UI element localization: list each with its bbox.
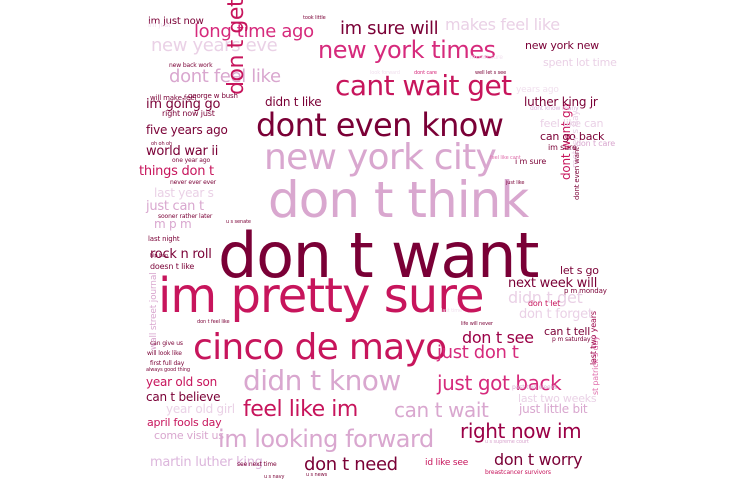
- cloud-word: don t feel like: [197, 319, 230, 325]
- cloud-word: come visit us: [154, 429, 224, 442]
- cloud-word: cinco de mayo: [193, 327, 447, 368]
- cloud-word: doesn t like: [150, 262, 195, 271]
- cloud-word: will look like: [147, 350, 182, 357]
- cloud-word: just can t: [146, 199, 204, 214]
- cloud-word: took little: [303, 15, 326, 21]
- cloud-word: one year ago: [172, 157, 211, 164]
- cloud-word: im not sure: [470, 54, 503, 61]
- cloud-word: breastcancer survivors: [485, 469, 551, 476]
- cloud-word: five years ago: [146, 123, 228, 137]
- cloud-word: don t want: [218, 219, 539, 292]
- cloud-word: didn t like: [265, 95, 322, 109]
- cloud-word: see next time: [237, 461, 277, 468]
- cloud-word: dont feel like: [169, 66, 281, 87]
- cloud-word: last two years: [589, 311, 598, 365]
- cloud-word: don t see: [462, 328, 534, 347]
- cloud-word: new years eve: [151, 35, 278, 56]
- cloud-word: world war ii: [146, 144, 219, 159]
- cloud-word: first full day: [150, 360, 185, 367]
- cloud-word: feel like cant: [490, 155, 521, 161]
- cloud-word: don t let: [528, 299, 561, 308]
- cloud-word: martin luther king: [150, 455, 263, 470]
- cloud-word: george w bush: [188, 92, 238, 100]
- cloud-word: last time: [441, 308, 463, 314]
- cloud-word: next week will: [508, 276, 598, 291]
- cloud-word: im just now: [148, 16, 204, 27]
- cloud-word: never ever ever: [170, 179, 217, 186]
- cloud-word: im pretty sure: [158, 268, 485, 324]
- cloud-word: u s senate: [226, 219, 251, 225]
- cloud-word: just got back: [437, 371, 562, 395]
- cloud-word: can go back: [540, 130, 605, 143]
- cloud-word: new york times: [318, 36, 496, 64]
- cloud-word: year old son: [146, 375, 218, 389]
- cloud-word: new york new: [525, 39, 599, 52]
- cloud-word: life will never: [461, 321, 493, 327]
- cloud-word: u s supreme court: [485, 439, 529, 445]
- cloud-word: long time ago: [194, 21, 314, 42]
- cloud-word: im looking forward: [218, 425, 434, 453]
- cloud-word: past two weeks: [512, 384, 557, 391]
- cloud-word: im just: [148, 21, 171, 29]
- cloud-word: didn t get: [508, 288, 583, 307]
- cloud-word: year old girl: [166, 402, 235, 416]
- cloud-word: april fools day: [147, 416, 222, 429]
- cloud-word: things don t: [139, 164, 214, 179]
- cloud-word: let s go: [560, 264, 599, 277]
- cloud-word: will make feel: [150, 94, 197, 102]
- cloud-word: just little bit: [519, 402, 588, 416]
- cloud-word: years ago: [516, 85, 559, 95]
- cloud-word: just like: [506, 180, 525, 186]
- cloud-word: new york city: [264, 137, 497, 178]
- cloud-word: u s navy: [264, 474, 285, 480]
- cloud-word: sooner rather later: [158, 213, 213, 220]
- cloud-word: spent lot time: [543, 56, 617, 69]
- cloud-word: makes feel like: [445, 15, 560, 34]
- cloud-word: m p m: [154, 217, 192, 231]
- cloud-word: can t believe: [146, 390, 221, 404]
- cloud-word: don t think: [268, 171, 529, 229]
- cloud-word: don t worry: [494, 450, 583, 469]
- cloud-word: well let s see: [475, 70, 507, 76]
- cloud-word: im going go: [146, 97, 221, 112]
- cloud-word: last year s: [154, 186, 214, 200]
- cloud-word: dont care: [414, 70, 437, 76]
- cloud-word: right now just: [162, 109, 215, 118]
- cloud-word: can t tell: [544, 325, 591, 338]
- cloud-word: just don t: [437, 342, 519, 363]
- cloud-word: look forward: [370, 70, 400, 76]
- cloud-word: feel like can: [540, 117, 604, 130]
- cloud-word: oh oh oh: [151, 141, 173, 147]
- cloud-word: always good thing: [146, 367, 190, 373]
- cloud-word: hip hop: [150, 253, 169, 259]
- cloud-word: wall street journal: [149, 272, 159, 350]
- cloud-word: don t get: [224, 0, 249, 95]
- cloud-word: i m sure: [515, 157, 547, 166]
- cloud-word: luther king jr: [524, 95, 598, 109]
- cloud-word: p m monday: [564, 287, 607, 295]
- cloud-word: dont even know: [256, 106, 504, 144]
- cloud-word: don t forget: [519, 307, 593, 322]
- cloud-word: feel like im: [243, 397, 358, 422]
- cloud-word: dont know many: [530, 105, 579, 112]
- cloud-word: rock n roll: [150, 247, 212, 262]
- cloud-word: last night: [148, 235, 180, 243]
- cloud-word: right now im: [460, 419, 582, 443]
- cloud-word: can give us: [150, 340, 183, 347]
- cloud-word: id like see: [425, 458, 469, 468]
- cloud-word: don t care: [576, 139, 616, 148]
- cloud-word: p m saturday: [552, 336, 591, 343]
- cloud-word: dont even want: [573, 147, 581, 200]
- cloud-word: new back work: [169, 62, 213, 69]
- cloud-word: im sure will: [340, 18, 439, 39]
- cloud-word: last two weeks: [518, 392, 597, 405]
- cloud-word: im sure: [548, 143, 577, 152]
- cloud-word: can t wait: [394, 398, 489, 422]
- cloud-word: don t need: [304, 454, 398, 475]
- cloud-word: u s news: [306, 472, 328, 478]
- cloud-word: didn t know: [243, 364, 401, 397]
- cloud-word: cant wait get: [335, 69, 512, 102]
